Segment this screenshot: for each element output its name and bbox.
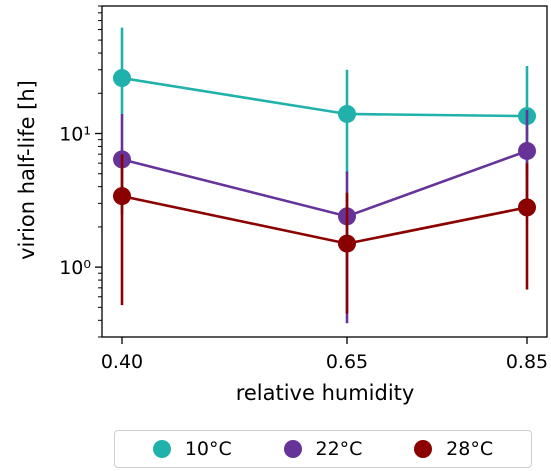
x-tick-label: 0.65	[326, 351, 368, 373]
legend-label-10c: 10°C	[184, 438, 232, 460]
legend-label-28c: 28°C	[446, 438, 494, 460]
data-point	[338, 234, 356, 253]
data-point	[113, 69, 131, 88]
data-point	[518, 198, 536, 217]
series-line	[121, 194, 528, 245]
x-tick-label: 0.85	[506, 351, 548, 373]
data-point	[113, 187, 131, 206]
plot-marks	[113, 27, 536, 324]
legend: 10°C 22°C 28°C	[114, 430, 532, 468]
data-point	[338, 104, 356, 123]
y-tick-label: 10⁰	[59, 257, 91, 279]
x-axis-label: relative humidity	[236, 381, 415, 405]
series-line	[121, 149, 528, 218]
series-1	[113, 109, 536, 324]
series-0	[113, 27, 536, 174]
legend-item-22c: 22°C	[283, 438, 363, 460]
x-tick-label: 0.40	[101, 351, 143, 373]
series-2	[113, 154, 536, 314]
legend-marker-22c	[283, 440, 302, 458]
chart: 10⁰ 10¹ 0.40 0.65 0.85 relative humidity vir…	[15, 5, 548, 405]
y-tick-label: 10¹	[59, 124, 91, 146]
legend-label-22c: 22°C	[315, 438, 363, 460]
legend-item-28c: 28°C	[414, 438, 493, 460]
y-axis-label: virion half-life [h]	[15, 80, 39, 260]
data-point	[518, 141, 536, 160]
legend-marker-10c	[152, 440, 171, 458]
plot-axes: 10⁰ 10¹ 0.40 0.65 0.85	[59, 5, 548, 373]
plot-frame	[101, 5, 548, 338]
series-line	[121, 76, 528, 118]
legend-marker-28c	[414, 440, 433, 458]
legend-item-10c: 10°C	[152, 438, 232, 460]
